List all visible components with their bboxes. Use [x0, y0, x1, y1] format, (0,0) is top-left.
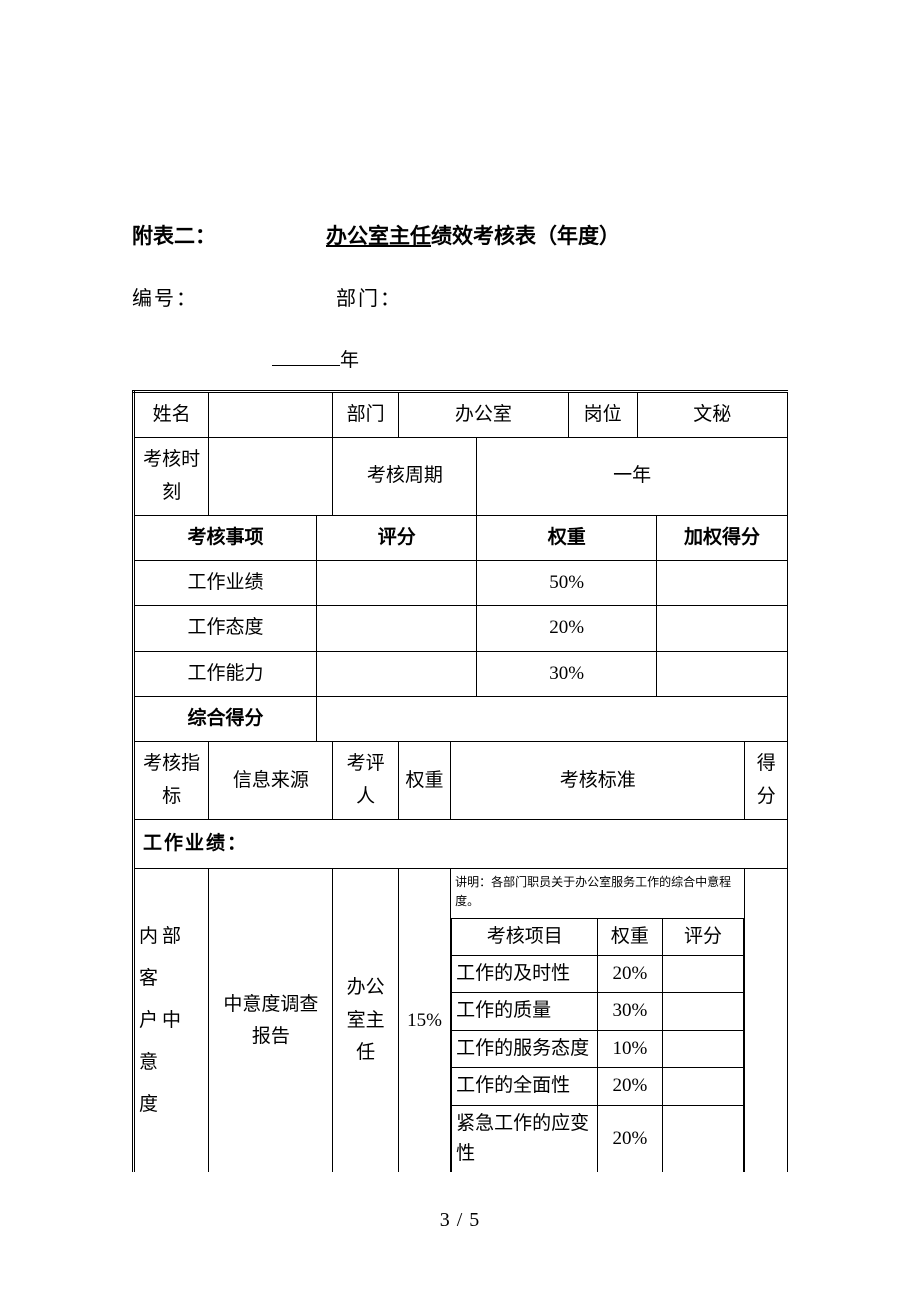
- criteria-note: 讲明：各部门职员关于办公室服务工作的综合中意程度。: [451, 869, 744, 917]
- dept-label: 部门：: [336, 282, 402, 311]
- info-row-1: 姓名 部门 办公室 岗位 文秘: [134, 392, 788, 438]
- inner-item: 工作的质量: [452, 993, 598, 1030]
- detail-score: [745, 869, 788, 1173]
- inner-weight-label: 权重: [598, 918, 662, 955]
- inner-row: 工作的质量 30%: [452, 993, 744, 1030]
- document-title: 办公室主任绩效考核表（年度）: [326, 220, 620, 250]
- summary-score-label: 评分: [317, 515, 477, 560]
- meta-row: 编号： 部门：: [132, 282, 788, 311]
- summary-score: [317, 606, 477, 651]
- detail-standard-label: 考核标准: [451, 742, 745, 820]
- cycle-label: 考核周期: [333, 438, 477, 516]
- inner-row: 工作的全面性 20%: [452, 1068, 744, 1105]
- time-label: 考核时刻: [134, 438, 209, 516]
- inner-item: 工作的及时性: [452, 956, 598, 993]
- detail-source-label: 信息来源: [209, 742, 333, 820]
- detail-weight-label: 权重: [398, 742, 450, 820]
- summary-total-label: 综合得分: [134, 697, 317, 742]
- detail-indicator: 内部客户中意度: [134, 869, 209, 1173]
- inner-score: [662, 993, 744, 1030]
- year-suffix: 年: [340, 350, 359, 371]
- serial-label: 编号：: [132, 282, 198, 311]
- summary-weighted: [657, 651, 788, 696]
- detail-assessor: 办公室主任: [333, 869, 398, 1173]
- detail-standard-cell: 讲明：各部门职员关于办公室服务工作的综合中意程度。 考核项目 权重 评分 工作的…: [451, 869, 745, 1173]
- summary-row-1: 工作态度 20%: [134, 606, 788, 651]
- year-row: 年: [272, 345, 788, 372]
- inner-item-label: 考核项目: [452, 918, 598, 955]
- inner-weight: 20%: [598, 1105, 662, 1172]
- detail-header: 考核指标 信息来源 考评人 权重 考核标准 得分: [134, 742, 788, 820]
- inner-item: 工作的服务态度: [452, 1030, 598, 1067]
- summary-total-row: 综合得分: [134, 697, 788, 742]
- info-dept-value: 办公室: [398, 392, 568, 438]
- summary-weighted-label: 加权得分: [657, 515, 788, 560]
- summary-item: 工作业绩: [134, 561, 317, 606]
- inner-item: 工作的全面性: [452, 1068, 598, 1105]
- document-header: 附表二： 办公室主任绩效考核表（年度）: [132, 220, 788, 250]
- appendix-label: 附表二：: [132, 220, 216, 250]
- appraisal-table: 姓名 部门 办公室 岗位 文秘 考核时刻 考核周期 一年 考核事项 评分 权重 …: [132, 390, 788, 1172]
- inner-score: [662, 956, 744, 993]
- name-label: 姓名: [134, 392, 209, 438]
- summary-weighted: [657, 606, 788, 651]
- inner-row: 紧急工作的应变性 20%: [452, 1105, 744, 1172]
- inner-criteria-table: 考核项目 权重 评分 工作的及时性 20% 工作的质量 30% 工作的服务态度 …: [451, 918, 744, 1173]
- detail-weight: 15%: [398, 869, 450, 1173]
- section-title: 工作业绩：: [134, 819, 788, 868]
- info-row-2: 考核时刻 考核周期 一年: [134, 438, 788, 516]
- inner-score-label: 评分: [662, 918, 744, 955]
- summary-item: 工作态度: [134, 606, 317, 651]
- detail-indicator-label: 考核指标: [134, 742, 209, 820]
- title-underlined: 办公室主任: [326, 224, 431, 248]
- inner-item: 紧急工作的应变性: [452, 1105, 598, 1172]
- inner-weight: 20%: [598, 956, 662, 993]
- summary-item-label: 考核事项: [134, 515, 317, 560]
- summary-header: 考核事项 评分 权重 加权得分: [134, 515, 788, 560]
- inner-score: [662, 1030, 744, 1067]
- detail-row-1: 内部客户中意度 中意度调查报告 办公室主任 15% 讲明：各部门职员关于办公室服…: [134, 869, 788, 1173]
- summary-item: 工作能力: [134, 651, 317, 696]
- inner-score: [662, 1068, 744, 1105]
- summary-score: [317, 651, 477, 696]
- cycle-value: 一年: [477, 438, 788, 516]
- inner-row: 工作的及时性 20%: [452, 956, 744, 993]
- summary-weight: 20%: [477, 606, 657, 651]
- detail-score-label: 得分: [745, 742, 788, 820]
- year-blank: [272, 365, 340, 366]
- summary-weight: 50%: [477, 561, 657, 606]
- summary-score: [317, 561, 477, 606]
- inner-weight: 20%: [598, 1068, 662, 1105]
- time-value: [209, 438, 333, 516]
- position-value: 文秘: [637, 392, 787, 438]
- inner-header: 考核项目 权重 评分: [452, 918, 744, 955]
- inner-weight: 10%: [598, 1030, 662, 1067]
- detail-source: 中意度调查报告: [209, 869, 333, 1173]
- inner-row: 工作的服务态度 10%: [452, 1030, 744, 1067]
- name-value: [209, 392, 333, 438]
- info-dept-label: 部门: [333, 392, 398, 438]
- section-performance: 工作业绩：: [134, 819, 788, 868]
- summary-weight: 30%: [477, 651, 657, 696]
- detail-assessor-label: 考评人: [333, 742, 398, 820]
- inner-score: [662, 1105, 744, 1172]
- summary-weight-label: 权重: [477, 515, 657, 560]
- inner-weight: 30%: [598, 993, 662, 1030]
- summary-row-0: 工作业绩 50%: [134, 561, 788, 606]
- page-number: 3 / 5: [0, 1209, 920, 1232]
- summary-total-value: [317, 697, 788, 742]
- summary-row-2: 工作能力 30%: [134, 651, 788, 696]
- title-rest: 绩效考核表（年度）: [431, 224, 620, 248]
- position-label: 岗位: [568, 392, 637, 438]
- summary-weighted: [657, 561, 788, 606]
